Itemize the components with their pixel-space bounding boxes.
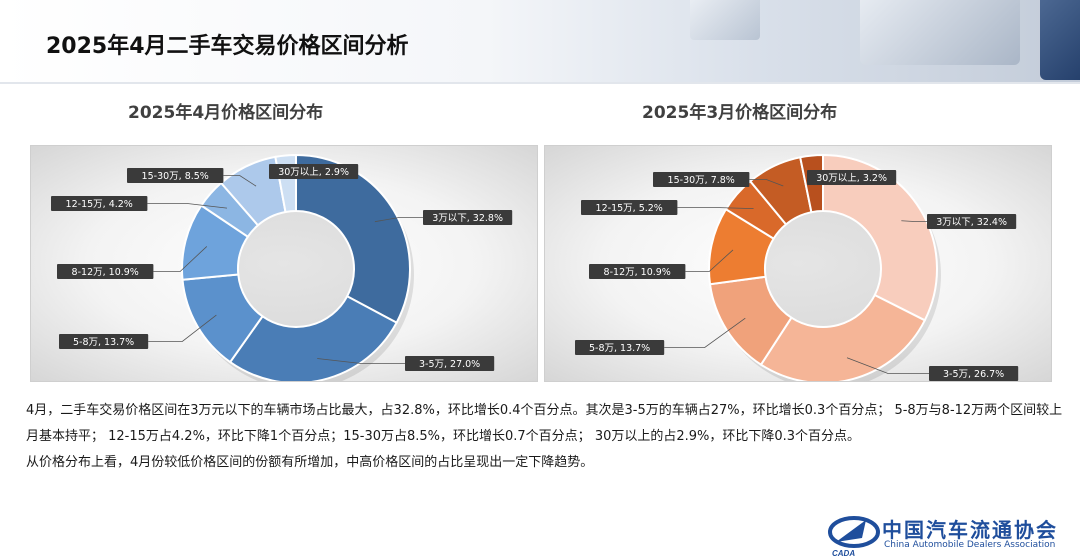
leader-line xyxy=(901,220,927,222)
decor-cube xyxy=(690,0,760,40)
leader-line xyxy=(677,207,754,210)
page-title: 2025年4月二手车交易价格区间分析 xyxy=(46,34,409,59)
data-label: 3万以下, 32.4% xyxy=(936,217,1007,228)
data-label: 3万以下, 32.8% xyxy=(432,213,503,224)
data-label-box xyxy=(405,356,495,371)
leader-line xyxy=(374,217,423,223)
donut-chart-march: 3万以下, 32.4% 3-5万, 26.7% 5-8万, 13.7% 8-12万, … xyxy=(575,153,1019,381)
data-label-box xyxy=(127,168,224,183)
data-label: 3-5万, 27.0% xyxy=(419,359,480,370)
data-label: 30万以上, 2.9% xyxy=(278,167,349,178)
data-label-box xyxy=(269,164,359,179)
data-label-box xyxy=(929,366,1019,381)
chart-panel-april: 3万以下, 32.8% 3-5万, 27.0% 5-8万, 13.7% 8-12万, … xyxy=(30,145,538,382)
leader-line xyxy=(685,249,734,272)
chart-title-april: 2025年4月价格区间分布 xyxy=(128,103,324,123)
leader-line xyxy=(147,203,228,209)
leader-line xyxy=(749,179,784,187)
data-label-box xyxy=(589,264,686,279)
data-label-box xyxy=(653,172,750,187)
leader-line xyxy=(664,317,746,348)
cada-logo-icon: CADA xyxy=(828,516,880,558)
analysis-paragraph: 4月，二手车交易价格区间在3万元以下的车辆市场占比最大，占32.8%，环比增长0… xyxy=(26,403,1063,444)
data-label: 3-5万, 26.7% xyxy=(943,369,1004,380)
leader-line xyxy=(223,175,257,187)
donut-slice xyxy=(759,293,927,381)
data-label: 15-30万, 8.5% xyxy=(142,171,209,182)
decor-cube xyxy=(1040,0,1080,80)
leader-line xyxy=(153,246,208,272)
data-label: 8-12万, 10.9% xyxy=(72,267,139,278)
leader-line xyxy=(846,357,929,374)
analysis-text: 4月，二手车交易价格区间在3万元以下的车辆市场占比最大，占32.8%，环比增长0… xyxy=(26,398,1066,476)
donut-chart-april: 3万以下, 32.8% 3-5万, 27.0% 5-8万, 13.7% 8-12万, … xyxy=(51,153,513,381)
data-label: 15-30万, 7.8% xyxy=(668,175,735,186)
data-label-box xyxy=(51,196,148,211)
data-label: 5-8万, 13.7% xyxy=(589,343,650,354)
data-label-box xyxy=(575,340,665,355)
data-label-box xyxy=(423,210,513,225)
leader-line xyxy=(148,314,217,342)
data-label: 12-15万, 4.2% xyxy=(66,199,133,210)
chart-panel-march: 3万以下, 32.4% 3-5万, 26.7% 5-8万, 13.7% 8-12万, … xyxy=(544,145,1052,382)
data-label-box xyxy=(59,334,149,349)
logo-name-cn: 中国汽车流通协会 xyxy=(882,518,1058,542)
data-label-box xyxy=(807,170,897,185)
data-label: 30万以上, 3.2% xyxy=(816,173,887,184)
header-background xyxy=(0,0,1080,82)
data-label: 5-8万, 13.7% xyxy=(73,337,134,348)
donut-slice xyxy=(295,153,411,325)
data-label: 12-15万, 5.2% xyxy=(596,203,663,214)
logo-name-en: China Automobile Dealers Association xyxy=(884,540,1056,550)
cada-logo: CADA 中国汽车流通协会 China Automobile Dealers A… xyxy=(820,512,1080,558)
chart-title-march: 2025年3月价格区间分布 xyxy=(642,103,838,123)
data-label-box xyxy=(927,214,1017,229)
data-label: 8-12万, 10.9% xyxy=(604,267,671,278)
data-label-box xyxy=(57,264,154,279)
decor-cube xyxy=(860,0,1020,65)
data-label-box xyxy=(581,200,678,215)
leader-line xyxy=(317,358,405,364)
analysis-paragraph: 从价格分布上看，4月份较低价格区间的份额有所增加，中高价格区间的占比呈现出一定下… xyxy=(26,455,594,470)
header-divider xyxy=(0,82,1080,84)
logo-mark-text: CADA xyxy=(832,549,855,558)
